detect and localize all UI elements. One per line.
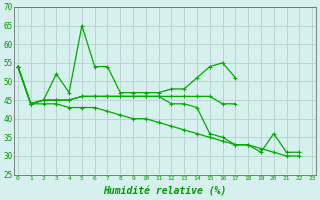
X-axis label: Humidité relative (%): Humidité relative (%) bbox=[103, 187, 227, 197]
